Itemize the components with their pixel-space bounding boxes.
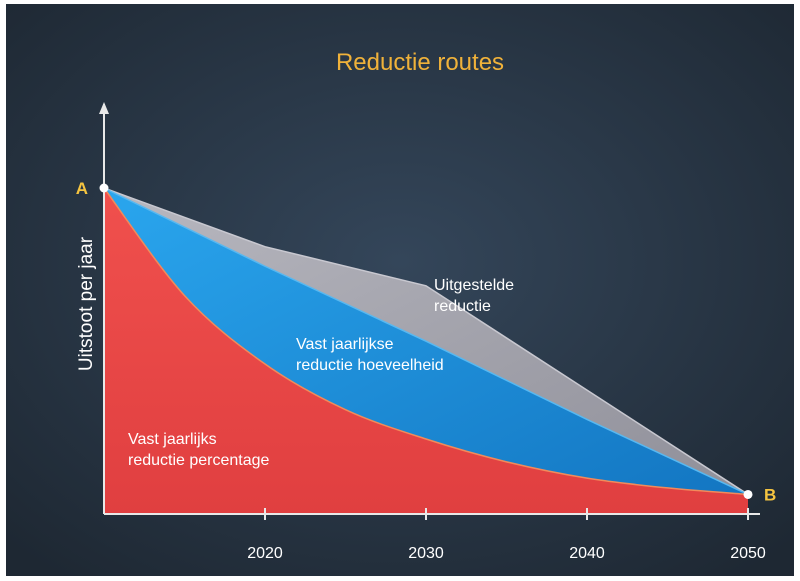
x-tick-label: 2040 bbox=[569, 545, 605, 562]
chart-axes bbox=[99, 102, 760, 515]
chart-title: Reductie routes bbox=[336, 49, 504, 76]
label-uitgestelde-reductie: Uitgestelde reductie bbox=[434, 277, 514, 315]
point-b-label: B bbox=[764, 485, 776, 504]
point-b-marker bbox=[743, 489, 753, 499]
x-tick-label: 2030 bbox=[408, 545, 444, 562]
chart-edges bbox=[103, 187, 749, 496]
series-labels: Uitgestelde reductie Vast jaarlijkse reduct… bbox=[128, 277, 514, 469]
series-label-line: reductie bbox=[434, 298, 491, 315]
label-vast-jaarlijks-reductie-percentage: Vast jaarlijks reductie percentage bbox=[128, 431, 270, 469]
label-vast-jaarlijkse-reductie-hoeveelheid: Vast jaarlijkse reductie hoeveelheid bbox=[296, 336, 444, 374]
series-label-line: reductie hoeveelheid bbox=[296, 357, 444, 374]
chart-areas bbox=[104, 188, 748, 514]
y-axis-arrow bbox=[99, 102, 109, 114]
series-label-line: Vast jaarlijks bbox=[128, 431, 217, 448]
series-label-line: Uitgestelde bbox=[434, 277, 514, 294]
area-uitgestelde-reductie-edge bbox=[103, 187, 749, 496]
endpoints: AB bbox=[76, 179, 777, 504]
area-vast-jaarlijkse-reductie-hoeveelheid-edge bbox=[103, 187, 749, 496]
x-tick-label: 2050 bbox=[730, 545, 766, 562]
y-axis-label: Uitstoot per jaar bbox=[76, 236, 97, 371]
x-ticks: 2020 2030 2040 2050 bbox=[247, 508, 766, 562]
point-a-marker bbox=[99, 183, 109, 193]
chart-frame: Reductie routes 2020 2030 2040 2050 Uitstoo… bbox=[6, 4, 794, 576]
series-label-line: reductie percentage bbox=[128, 452, 270, 469]
area-vast-jaarlijks-reductie-percentage-edge bbox=[103, 187, 749, 496]
chart: Reductie routes 2020 2030 2040 2050 Uitstoo… bbox=[6, 4, 794, 576]
point-a-label: A bbox=[76, 179, 88, 198]
series-label-line: Vast jaarlijkse bbox=[296, 336, 394, 353]
x-tick-label: 2020 bbox=[247, 545, 283, 562]
area-vast-jaarlijks-reductie-percentage bbox=[104, 188, 748, 514]
